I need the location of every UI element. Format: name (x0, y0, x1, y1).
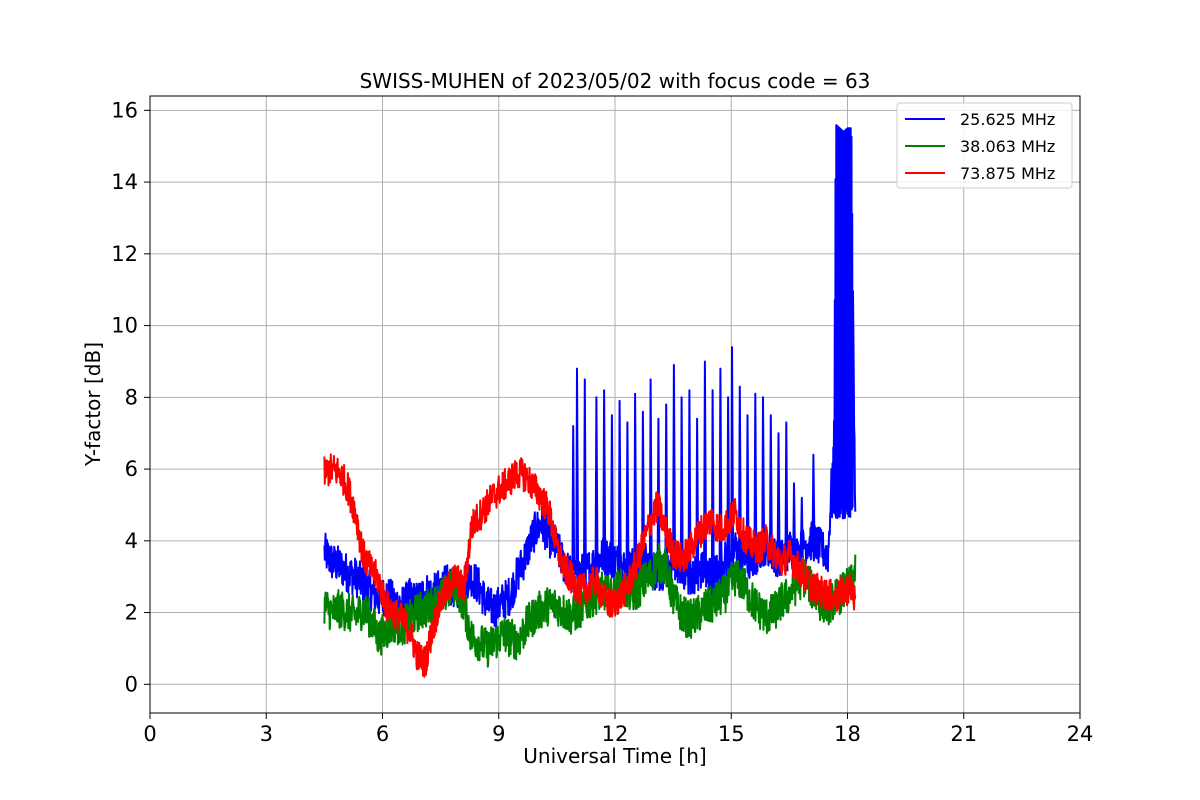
y-tick-label: 10 (111, 314, 138, 338)
x-tick-label: 15 (718, 722, 745, 746)
chart-title: SWISS-MUHEN of 2023/05/02 with focus cod… (360, 69, 871, 93)
x-axis-label: Universal Time [h] (523, 744, 706, 768)
x-tick-label: 21 (950, 722, 977, 746)
legend-label-3: 73.875 MHz (960, 164, 1055, 183)
series-line-3 (323, 453, 857, 678)
x-tick-label: 18 (834, 722, 861, 746)
y-tick-label: 16 (111, 98, 138, 122)
x-tick-label: 0 (143, 722, 156, 746)
y-axis-label: Y-factor [dB] (81, 342, 105, 467)
series-layer (323, 124, 857, 678)
x-tick-label: 24 (1067, 722, 1094, 746)
x-tick-label: 6 (376, 722, 389, 746)
y-tick-label: 0 (125, 672, 138, 696)
y-tick-label: 4 (125, 529, 138, 553)
legend-box (896, 102, 1073, 189)
legend-label-1: 25.625 MHz (960, 110, 1055, 129)
x-tick-label: 9 (492, 722, 505, 746)
y-tick-label: 12 (111, 242, 138, 266)
legend: 25.625 MHz 38.063 MHz 73.875 MHz (896, 102, 1073, 189)
x-tick-label: 3 (260, 722, 273, 746)
x-tick-label: 12 (602, 722, 629, 746)
y-tick-label: 6 (125, 457, 138, 481)
y-tick-label: 2 (125, 601, 138, 625)
legend-label-2: 38.063 MHz (960, 137, 1055, 156)
y-tick-label: 14 (111, 170, 138, 194)
y-tick-label: 8 (125, 385, 138, 409)
